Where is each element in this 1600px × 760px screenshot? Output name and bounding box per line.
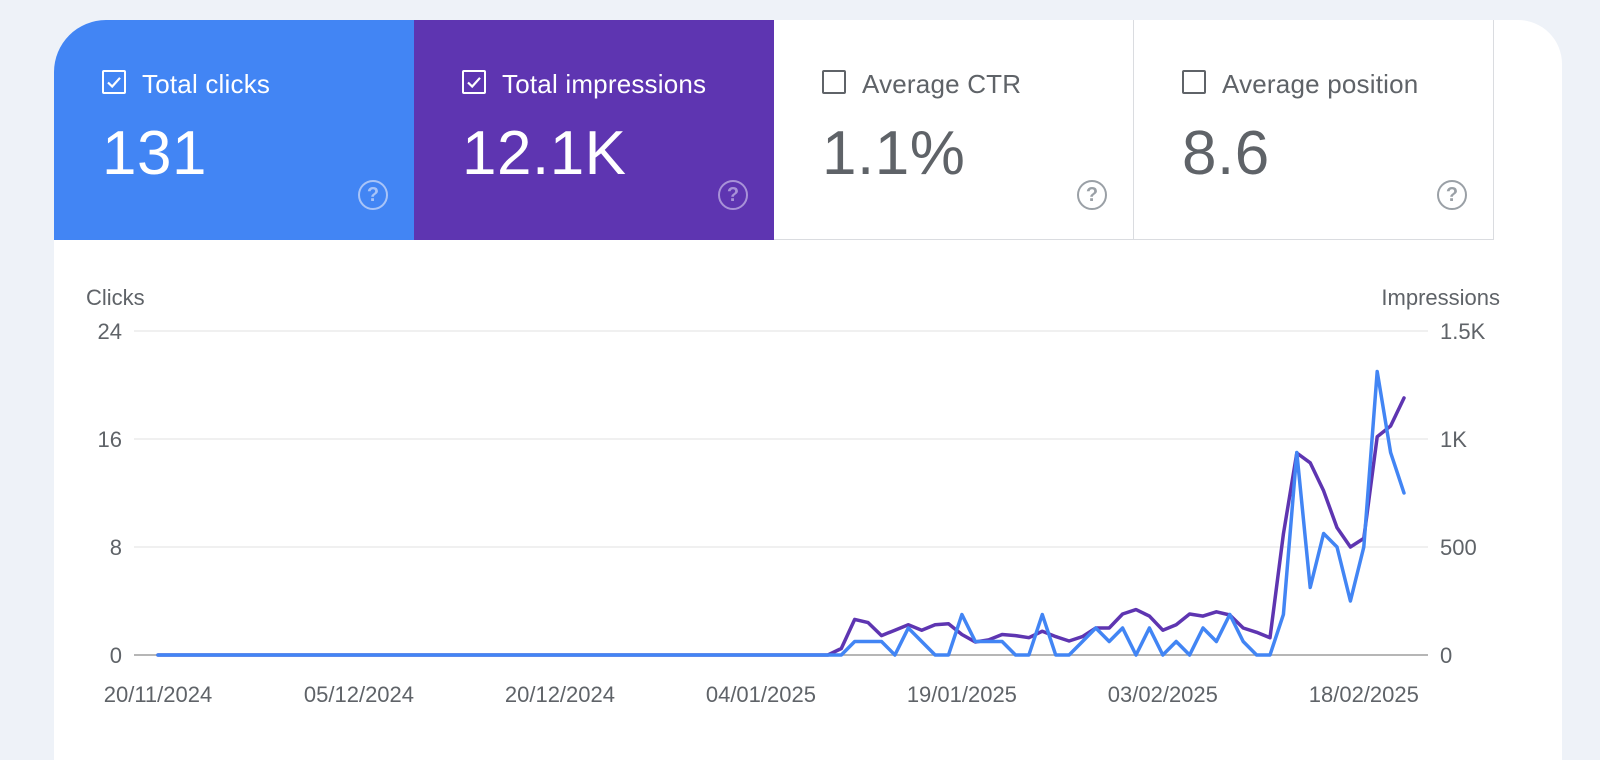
metric-card-average-ctr[interactable]: Average CTR 1.1% ? — [774, 20, 1134, 240]
x-tick-label: 18/02/2025 — [1309, 682, 1419, 707]
help-circle-icon[interactable]: ? — [1077, 180, 1107, 210]
metric-label: Total impressions — [502, 69, 707, 99]
checkbox-checked-icon[interactable] — [102, 70, 126, 94]
metric-value: 12.1K — [462, 119, 627, 188]
y-left-tick-label: 8 — [110, 535, 122, 560]
x-tick-label: 03/02/2025 — [1108, 682, 1218, 707]
help-circle-icon[interactable]: ? — [1437, 180, 1467, 210]
x-tick-label: 20/11/2024 — [104, 682, 212, 707]
y-right-tick-label: 0 — [1440, 643, 1452, 668]
chart-grid — [134, 330, 1428, 656]
impressions-series-line — [156, 396, 1406, 657]
clicks-series-line — [156, 369, 1406, 657]
right-axis-label: Impressions — [1381, 285, 1500, 310]
x-tick-label: 19/01/2025 — [907, 682, 1017, 707]
x-axis-ticks: 20/11/2024 05/12/2024 20/12/2024 04/01/2025… — [104, 682, 1419, 707]
y-axis-ticks: 0 8 16 24 0 500 1K 1.5K — [98, 319, 1486, 668]
left-axis-label: Clicks — [86, 285, 145, 310]
x-tick-label: 04/01/2025 — [706, 682, 816, 707]
metric-label: Total clicks — [142, 69, 271, 99]
checkbox-unchecked-icon[interactable] — [1182, 70, 1206, 94]
y-left-tick-label: 16 — [98, 427, 122, 452]
metric-value: 1.1% — [822, 119, 966, 188]
help-circle-icon[interactable]: ? — [358, 180, 388, 210]
performance-panel: Total clicks 131 ? Total impressions 12.… — [54, 20, 1562, 760]
y-left-tick-label: 24 — [98, 319, 122, 344]
metric-card-average-position[interactable]: Average position 8.6 ? — [1134, 20, 1494, 240]
help-circle-icon[interactable]: ? — [718, 180, 748, 210]
metric-card-total-impressions[interactable]: Total impressions 12.1K ? — [414, 20, 774, 240]
metric-cards: Total clicks 131 ? Total impressions 12.… — [54, 20, 1494, 240]
performance-line-chart: Clicks Impressions 0 8 16 24 0 500 1K 1.5K 20/1… — [86, 285, 1500, 707]
metric-label: Average position — [1222, 69, 1419, 99]
chart-series — [156, 369, 1406, 657]
metric-card-total-clicks[interactable]: Total clicks 131 ? — [54, 20, 414, 240]
y-right-tick-label: 1K — [1440, 427, 1467, 452]
y-right-tick-label: 500 — [1440, 535, 1477, 560]
checkbox-checked-icon[interactable] — [462, 70, 486, 94]
metric-value: 8.6 — [1182, 119, 1270, 188]
metric-label: Average CTR — [862, 69, 1022, 99]
y-right-tick-label: 1.5K — [1440, 319, 1486, 344]
x-tick-label: 05/12/2024 — [304, 682, 414, 707]
metric-value: 131 — [102, 119, 207, 188]
checkbox-unchecked-icon[interactable] — [822, 70, 846, 94]
x-tick-label: 20/12/2024 — [505, 682, 615, 707]
y-left-tick-label: 0 — [110, 643, 122, 668]
